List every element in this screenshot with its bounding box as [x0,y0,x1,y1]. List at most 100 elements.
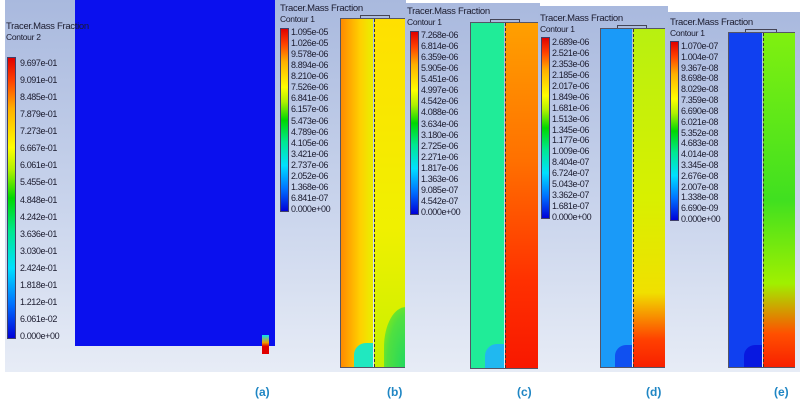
inlet-marker [262,335,269,354]
colorbar-tick-label: 4.088e-06 [421,107,458,118]
colorbar-tick-label: 4.789e-06 [291,126,328,137]
colorbar-tick-label: 6.061e-02 [20,313,57,324]
colorbar-tick-label: 6.021e-08 [681,116,718,127]
colorbar-tick-label: 2.185e-06 [552,69,589,80]
colorbar-tick-label: 1.681e-06 [552,102,589,113]
colorbar-tick-label: 1.026e-05 [291,38,328,49]
contour-panel-e: Tracer.Mass Fraction Contour 1 1.070e-07 1… [668,12,800,372]
right-column [505,23,538,368]
contour-panel-a: Tracer.Mass Fraction Contour 2 9.697e-01 9… [5,0,280,372]
colorbar-tick-label: 7.526e-06 [291,82,328,93]
colorbar-tick-label: 2.424e-01 [20,262,57,273]
domain-a [75,0,275,354]
colorbar-tick-label: 4.242e-01 [20,211,57,222]
panel-label-e: (e) [774,385,789,399]
colorbar-tick-label: 8.210e-06 [291,71,328,82]
outlet-cap [490,19,520,23]
plume [615,345,632,367]
colorbar-tick-label: 6.667e-01 [20,143,57,154]
colorbar-tick-label: 7.273e-01 [20,126,57,137]
domain-d [600,28,665,368]
colorbar-tick-label: 1.009e-06 [552,146,589,157]
colorbar-ticks-a: 9.697e-01 9.091e-01 8.485e-01 7.879e-01 7.27… [20,58,60,341]
colorbar-tick-label: 5.473e-06 [291,115,328,126]
colorbar-tick-label: 8.698e-08 [681,73,718,84]
outlet-cap [360,15,390,19]
colorbar-tick-label: 1.817e-06 [421,162,458,173]
colorbar-ticks-e: 1.070e-07 1.004e-07 9.367e-08 8.698e-08 8.02… [681,41,721,224]
colorbar-tick-label: 3.180e-06 [421,129,458,140]
colorbar-tick-label: 4.105e-06 [291,137,328,148]
colorbar-tick-label: 4.542e-07 [421,195,458,206]
colorbar-b [280,28,289,212]
colorbar-c [410,31,419,215]
right-column [374,19,406,367]
colorbar-tick-label: 8.404e-07 [552,157,589,168]
colorbar-tick-label: 1.338e-08 [681,192,718,203]
left-column [471,23,504,368]
outlet-cap [745,29,777,33]
colorbar-tick-label: 6.841e-06 [291,93,328,104]
legend-variable: Tracer.Mass Fraction [6,21,89,32]
contour-panel-d: Tracer.Mass Fraction Contour 1 2.689e-06 2… [538,6,668,372]
contour-panel-b: Tracer.Mass Fraction Contour 1 1.095e-05 1… [278,0,406,372]
colorbar-tick-label: 1.368e-06 [291,181,328,192]
legend-variable: Tracer.Mass Fraction [280,3,363,14]
legend-title-e: Tracer.Mass Fraction Contour 1 [670,18,753,39]
colorbar-tick-label: 2.737e-06 [291,159,328,170]
colorbar-tick-label: 2.689e-06 [552,37,589,47]
colorbar-tick-label: 1.681e-07 [552,201,589,212]
colorbar-ticks-d: 2.689e-06 2.521e-06 2.353e-06 2.185e-06 2.01… [552,37,592,222]
colorbar-tick-label: 5.043e-07 [552,179,589,190]
colorbar-tick-label: 3.362e-07 [552,190,589,201]
colorbar-tick-label: 1.095e-05 [291,27,328,37]
colorbar-tick-label: 6.061e-01 [20,160,57,171]
colorbar-tick-label: 3.345e-08 [681,159,718,170]
colorbar-e [670,41,679,221]
colorbar-tick-label: 6.690e-09 [681,203,718,214]
colorbar-tick-label: 2.052e-06 [291,170,328,181]
panel-label-a: (a) [255,385,270,399]
legend-contour: Contour 1 [540,24,575,34]
colorbar-tick-label: 4.848e-01 [20,194,57,205]
colorbar-tick-label: 8.029e-08 [681,84,718,95]
colorbar-tick-label: 1.363e-06 [421,173,458,184]
colorbar-tick-label: 8.894e-06 [291,60,328,71]
colorbar-tick-label: 2.271e-06 [421,151,458,162]
colorbar-a [7,57,16,339]
colorbar-tick-label: 9.697e-01 [20,58,57,68]
colorbar-tick-label: 1.345e-06 [552,124,589,135]
colorbar-ticks-c: 7.268e-06 6.814e-06 6.359e-06 5.905e-06 5.45… [421,31,461,217]
panel-label-c: (c) [517,385,532,399]
colorbar-tick-label: 6.814e-06 [421,41,458,52]
panel-label-b: (b) [387,385,403,399]
colorbar-tick-label: 6.359e-06 [421,52,458,63]
colorbar-tick-label: 4.997e-06 [421,85,458,96]
legend-title-a: Tracer.Mass Fraction Contour 2 [6,21,89,43]
plume [744,345,762,367]
colorbar-tick-label: 3.030e-01 [20,245,57,256]
colorbar-tick-label: 1.070e-07 [681,41,718,51]
colorbar-tick-label: 6.841e-07 [291,192,328,203]
colorbar-tick-label: 0.000e+00 [421,207,461,217]
colorbar-tick-label: 0.000e+00 [291,204,331,214]
colorbar-tick-label: 1.849e-06 [552,91,589,102]
colorbar-tick-label: 9.085e-07 [421,184,458,195]
colorbar-tick-label: 6.690e-08 [681,105,718,116]
panel-label-d: (d) [646,385,662,399]
colorbar-tick-label: 5.451e-06 [421,74,458,85]
colorbar-tick-label: 0.000e+00 [20,331,60,341]
plume [384,307,406,367]
legend-contour: Contour 2 [6,32,41,42]
colorbar-tick-label: 5.905e-06 [421,63,458,74]
colorbar-tick-label: 6.724e-07 [552,168,589,179]
left-column [601,29,632,367]
colorbar-d [541,37,550,219]
colorbar-tick-label: 5.455e-01 [20,177,57,188]
colorbar-tick-label: 0.000e+00 [552,212,592,222]
domain-b [340,18,406,368]
colorbar-tick-label: 9.578e-06 [291,49,328,60]
colorbar-tick-label: 2.676e-08 [681,170,718,181]
colorbar-tick-label: 2.017e-06 [552,80,589,91]
colorbar-tick-label: 5.352e-08 [681,127,718,138]
